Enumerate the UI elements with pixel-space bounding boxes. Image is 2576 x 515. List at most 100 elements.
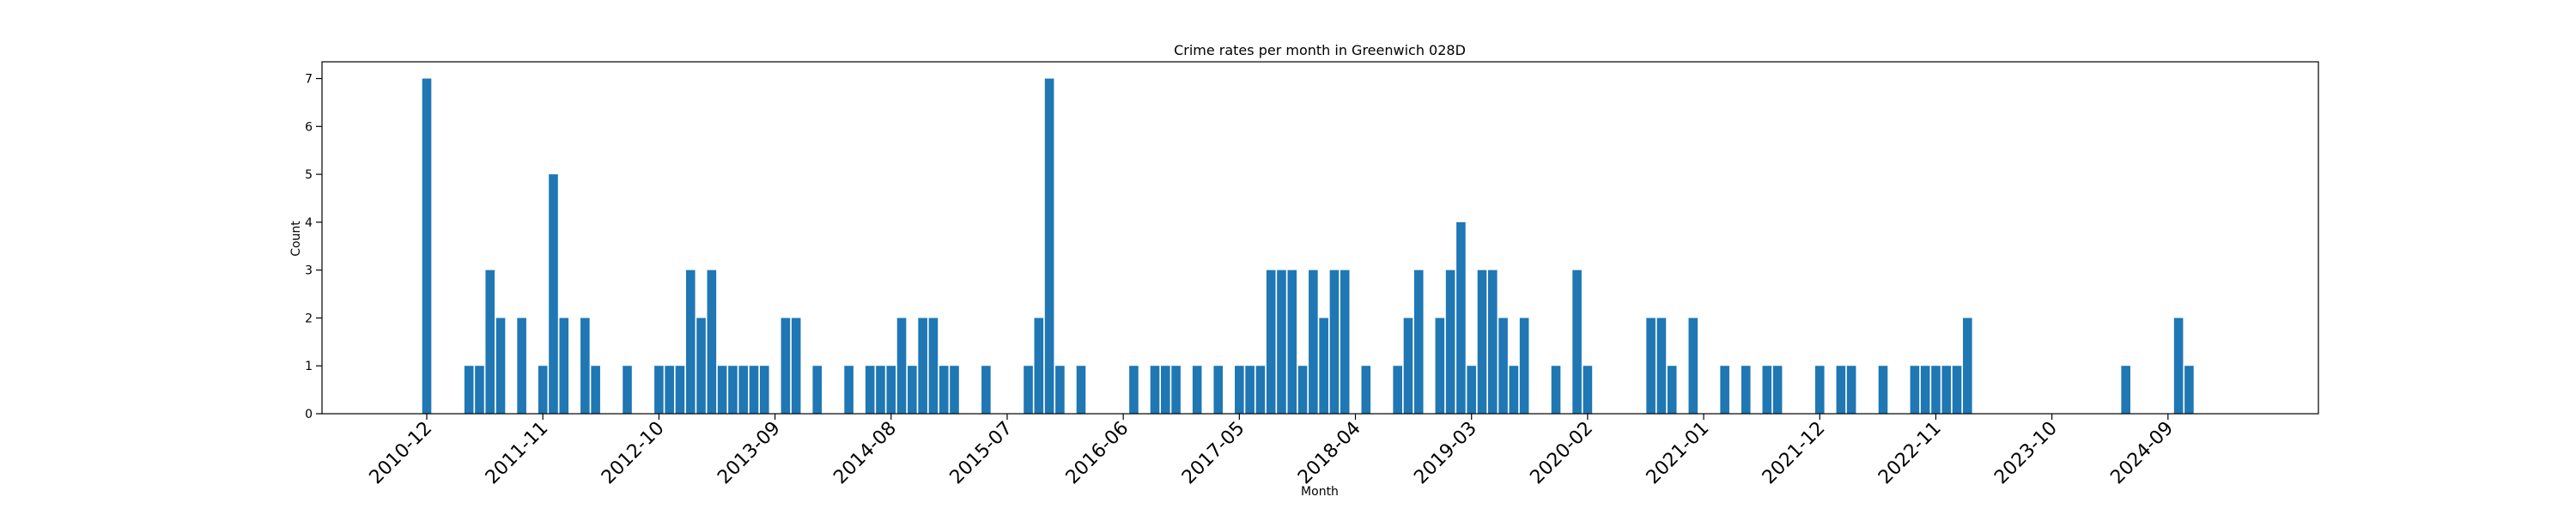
bar: [781, 318, 791, 414]
bar: [1963, 318, 1972, 414]
y-axis: 0 1 2 3 4 5 6 7: [305, 73, 322, 421]
bar: [1920, 366, 1930, 414]
bar: [1255, 366, 1266, 414]
chart-title: Crime rates per month in Greenwich 028D: [1174, 42, 1466, 58]
y-tick-label: 6: [305, 120, 313, 134]
bar: [1044, 78, 1054, 415]
bar: [1445, 270, 1455, 414]
y-tick-label: 0: [305, 408, 313, 421]
bar: [738, 366, 748, 414]
bar: [886, 366, 896, 414]
bars-group: [422, 78, 2194, 415]
y-tick-label: 5: [305, 168, 313, 182]
bar: [2121, 366, 2130, 414]
bar: [685, 270, 696, 414]
y-tick-label: 2: [305, 312, 313, 325]
x-axis-label: Month: [1301, 485, 1339, 499]
bar: [1583, 366, 1593, 414]
bar: [1403, 318, 1413, 414]
bar: [475, 366, 484, 414]
bar: [1836, 366, 1846, 414]
bar: [1551, 366, 1561, 414]
bar: [1297, 366, 1308, 414]
bar: [1171, 366, 1181, 414]
bar: [665, 366, 674, 414]
bar: [1814, 366, 1825, 414]
bar: [1034, 318, 1044, 414]
bar: [1656, 318, 1667, 414]
bar: [717, 366, 727, 414]
bar: [1266, 270, 1276, 414]
y-tick-label: 1: [305, 360, 313, 373]
bar: [464, 366, 474, 414]
bar: [538, 366, 548, 414]
bar: [896, 318, 907, 414]
bar: [1772, 366, 1783, 414]
bar: [1572, 270, 1582, 414]
bar: [876, 366, 885, 414]
bar: [1646, 318, 1656, 414]
y-tick-label: 4: [305, 216, 313, 230]
bar: [623, 366, 632, 414]
bar: [1910, 366, 1920, 414]
bar: [1467, 366, 1477, 414]
bar: [1456, 221, 1466, 414]
bar: [1878, 366, 1888, 414]
bar: [1762, 366, 1772, 414]
bar: [2184, 366, 2194, 414]
bar: [1509, 366, 1519, 414]
plot-frame: [321, 61, 2319, 415]
bar: [1498, 318, 1508, 414]
bar: [1024, 366, 1033, 414]
bar: [559, 318, 569, 414]
bar: [1235, 366, 1244, 414]
bar: [1309, 270, 1318, 414]
bar: [1688, 318, 1698, 414]
bar: [1931, 366, 1941, 414]
bar: [1952, 366, 1962, 414]
y-tick-label: 3: [305, 264, 313, 278]
bar: [696, 318, 706, 414]
bar: [1213, 366, 1224, 414]
bar: [981, 366, 991, 414]
bar: [1846, 366, 1856, 414]
bar: [707, 270, 717, 414]
bar: [1129, 366, 1139, 414]
bar: [1287, 270, 1297, 414]
bar: [1941, 366, 1952, 414]
y-tick-label: 7: [305, 73, 313, 87]
bar: [759, 366, 769, 414]
bar: [422, 78, 432, 415]
bar: [580, 318, 590, 414]
bar: [928, 318, 939, 414]
bar: [654, 366, 664, 414]
bar: [1277, 270, 1286, 414]
bar: [1361, 366, 1371, 414]
bar: [918, 318, 927, 414]
bar: [812, 366, 823, 414]
bar: [2173, 318, 2184, 414]
bar: [908, 366, 917, 414]
bar: [591, 366, 600, 414]
bar: [1055, 366, 1065, 414]
bar: [1192, 366, 1202, 414]
bar: [675, 366, 685, 414]
bar: [549, 174, 558, 414]
bar: [1667, 366, 1677, 414]
bar: [517, 318, 526, 414]
bar: [1329, 270, 1340, 414]
bar: [1340, 270, 1350, 414]
bar: [1435, 318, 1445, 414]
bar: [749, 366, 759, 414]
bar: [1150, 366, 1160, 414]
bar: [865, 366, 875, 414]
bar: [1161, 366, 1170, 414]
bar: [791, 318, 801, 414]
bar: [485, 270, 495, 414]
bar: [1741, 366, 1751, 414]
bar: [1413, 270, 1424, 414]
bar: [950, 366, 959, 414]
bar: [495, 318, 506, 414]
bar: [1393, 366, 1402, 414]
